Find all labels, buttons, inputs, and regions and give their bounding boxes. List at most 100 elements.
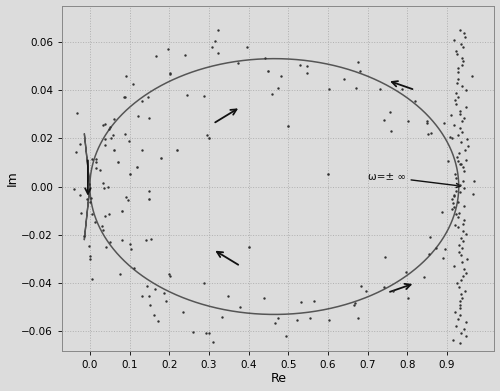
Point bbox=[460, 185, 468, 192]
Point bbox=[268, 90, 276, 97]
Point bbox=[297, 298, 305, 305]
Point bbox=[126, 171, 134, 178]
Point bbox=[104, 183, 112, 190]
Point bbox=[108, 135, 116, 141]
Point bbox=[456, 182, 464, 188]
Point bbox=[76, 192, 84, 198]
Point bbox=[456, 312, 464, 318]
Point bbox=[205, 135, 213, 142]
Point bbox=[106, 239, 114, 245]
Point bbox=[234, 60, 242, 66]
Point bbox=[454, 199, 462, 206]
Point bbox=[101, 136, 109, 142]
Point bbox=[448, 135, 456, 141]
Point bbox=[350, 302, 358, 308]
Point bbox=[452, 181, 460, 188]
Point bbox=[118, 237, 126, 243]
Point bbox=[427, 130, 435, 136]
Point bbox=[138, 98, 146, 104]
Point bbox=[160, 290, 168, 296]
Point bbox=[454, 158, 462, 164]
Point bbox=[451, 97, 459, 103]
Point bbox=[144, 94, 152, 100]
Point bbox=[134, 113, 142, 120]
Point bbox=[404, 118, 412, 124]
Point bbox=[218, 314, 226, 320]
Point bbox=[118, 208, 126, 214]
Point bbox=[462, 270, 469, 276]
Point bbox=[402, 269, 409, 275]
Point bbox=[460, 203, 468, 209]
Point bbox=[460, 30, 468, 36]
Point bbox=[324, 171, 332, 178]
Point bbox=[126, 138, 134, 144]
Point bbox=[404, 294, 412, 301]
Point bbox=[450, 193, 458, 199]
Point bbox=[203, 132, 211, 138]
Point bbox=[99, 122, 107, 128]
Point bbox=[200, 92, 208, 99]
Point bbox=[452, 171, 460, 178]
Point bbox=[150, 312, 158, 318]
Point bbox=[138, 147, 146, 153]
Point bbox=[432, 244, 440, 251]
Point bbox=[454, 249, 462, 255]
Point bbox=[468, 72, 476, 79]
Point bbox=[121, 94, 129, 100]
Point bbox=[458, 55, 466, 61]
Point bbox=[99, 180, 107, 187]
Point bbox=[464, 143, 472, 149]
Point bbox=[80, 232, 88, 239]
Point bbox=[145, 115, 153, 121]
Point bbox=[470, 178, 478, 184]
Point bbox=[101, 142, 109, 148]
Point bbox=[454, 79, 462, 86]
Point bbox=[99, 227, 107, 233]
Point bbox=[182, 92, 190, 98]
Point bbox=[386, 109, 394, 115]
Point bbox=[166, 71, 173, 77]
Point bbox=[325, 317, 333, 323]
Point bbox=[457, 330, 465, 336]
Point bbox=[88, 211, 96, 217]
Point bbox=[274, 85, 282, 91]
Point bbox=[130, 265, 138, 271]
Y-axis label: Im: Im bbox=[6, 170, 18, 186]
Point bbox=[456, 235, 464, 241]
Point bbox=[98, 223, 106, 229]
Text: ω=± ∞: ω=± ∞ bbox=[368, 172, 460, 188]
Point bbox=[448, 112, 456, 118]
Point bbox=[456, 41, 464, 47]
Point bbox=[282, 333, 290, 339]
Point bbox=[458, 129, 466, 135]
Point bbox=[85, 243, 93, 249]
Point bbox=[454, 93, 462, 100]
Point bbox=[452, 323, 460, 329]
Point bbox=[352, 300, 360, 306]
Point bbox=[122, 194, 130, 201]
Point bbox=[460, 266, 468, 273]
Point bbox=[450, 192, 458, 199]
Point bbox=[458, 228, 466, 234]
Point bbox=[105, 126, 113, 132]
Point bbox=[124, 197, 132, 203]
Point bbox=[166, 70, 173, 76]
Point bbox=[458, 259, 466, 265]
Point bbox=[151, 285, 159, 292]
Point bbox=[460, 115, 468, 121]
Point bbox=[86, 199, 94, 205]
Point bbox=[85, 181, 93, 187]
Point bbox=[352, 85, 360, 91]
Point bbox=[202, 330, 210, 337]
Point bbox=[284, 123, 292, 129]
Point bbox=[454, 242, 462, 248]
Point bbox=[458, 245, 466, 251]
Point bbox=[380, 117, 388, 123]
Point bbox=[461, 146, 469, 152]
Point bbox=[91, 219, 99, 225]
Point bbox=[448, 206, 456, 213]
Point bbox=[450, 37, 458, 43]
Point bbox=[104, 211, 112, 217]
Point bbox=[274, 315, 281, 321]
Point bbox=[454, 213, 462, 220]
